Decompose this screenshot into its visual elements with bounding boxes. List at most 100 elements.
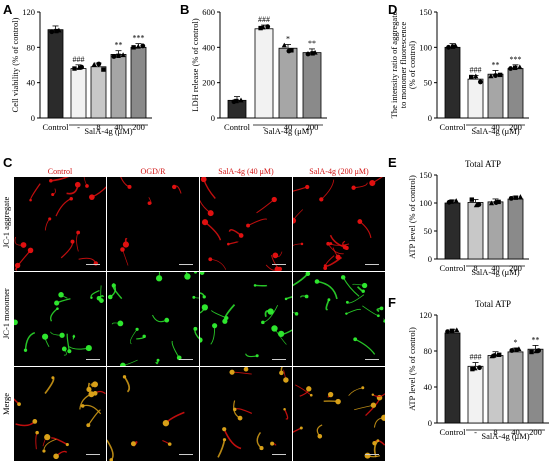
bar-3	[110, 54, 127, 119]
bar-3	[507, 68, 524, 119]
cell-body	[314, 279, 320, 284]
cell-process	[348, 387, 363, 396]
bar-1	[467, 78, 484, 119]
cell-body	[271, 196, 277, 203]
scale-bar	[86, 263, 100, 265]
cell-process	[200, 199, 211, 214]
scale-bar	[365, 263, 379, 265]
fluorescence-image	[14, 376, 106, 460]
cell-body	[294, 312, 299, 316]
cell-process	[129, 329, 138, 345]
cell-body	[48, 217, 52, 221]
cell-body	[267, 308, 274, 315]
data-point	[72, 66, 77, 71]
y-tick-label: 0	[211, 113, 215, 123]
x-tick-label: 8	[96, 122, 100, 132]
x-tick-label: 200	[132, 122, 145, 132]
cell-body	[283, 377, 289, 383]
cell-body	[17, 402, 21, 406]
data-point	[234, 98, 239, 104]
data-point	[508, 195, 514, 201]
data-point	[445, 329, 450, 334]
data-point	[56, 27, 62, 33]
cell-process	[122, 249, 129, 266]
y-tick-label: 100	[419, 198, 432, 208]
cell-process	[210, 325, 216, 345]
cell-process	[44, 218, 51, 231]
scale-bar	[272, 358, 286, 360]
y-axis-label: LDH release (% of control)	[190, 18, 200, 112]
cell-body	[89, 194, 95, 200]
cell-body	[351, 185, 356, 190]
chart-title: Total ATP	[475, 299, 511, 309]
data-point	[470, 366, 475, 372]
cell-body	[74, 181, 81, 188]
y-axis-label: The intensity ratio of aggregate	[389, 11, 399, 118]
cell-process	[14, 249, 31, 271]
cell-body	[212, 323, 218, 329]
cell-body	[261, 320, 265, 325]
cell-process	[293, 273, 309, 287]
cell-process	[372, 393, 385, 397]
cell-process	[165, 411, 185, 424]
cell-process	[256, 432, 262, 449]
data-point	[517, 64, 523, 70]
x-tick-label: Control	[43, 122, 70, 132]
data-point	[453, 198, 459, 203]
group-label: SalA-4g (μM)	[471, 126, 519, 136]
cell-body	[76, 230, 81, 235]
panel-letter-d: D	[388, 2, 398, 17]
cell-body	[85, 184, 89, 188]
micrograph-tile-r0-c2	[200, 177, 292, 271]
cell-body	[109, 458, 114, 461]
scale-bar	[179, 453, 193, 455]
cell-body	[222, 318, 228, 324]
column-header-ogdr: OGD/R	[140, 167, 166, 176]
cell-process	[15, 420, 36, 427]
cell-body	[42, 333, 49, 340]
y-axis-label: ATP level (% of control)	[407, 327, 417, 411]
cell-process	[60, 241, 74, 259]
cell-body	[283, 407, 286, 411]
y-tick-label: 150	[419, 170, 432, 180]
cell-process	[283, 408, 289, 420]
cell-body	[207, 210, 214, 217]
data-point	[446, 44, 451, 50]
x-tick-label: 40	[491, 122, 500, 132]
cell-body	[361, 386, 365, 390]
data-point	[131, 45, 136, 50]
cell-process	[24, 331, 36, 351]
cell-body	[369, 179, 376, 187]
x-tick-label: 8	[493, 427, 497, 437]
significance-label: *	[286, 35, 290, 44]
cell-process	[50, 308, 58, 322]
data-point	[450, 44, 456, 49]
y-tick-label: 120	[22, 7, 35, 17]
y-tick-label: 50	[424, 226, 433, 236]
cell-body	[272, 252, 279, 259]
cell-body	[23, 348, 28, 352]
fluorescence-image	[293, 272, 385, 355]
data-point	[492, 353, 497, 358]
cell-body	[371, 393, 375, 396]
cell-body	[255, 354, 259, 358]
cell-process	[107, 439, 114, 461]
micrograph-tile-r0-c1	[107, 177, 199, 271]
cell-body	[20, 242, 27, 248]
cell-body	[56, 307, 59, 310]
group-label: SalA-4g (μM)	[264, 126, 312, 136]
x-tick-label: -	[474, 122, 477, 132]
cell-process	[256, 199, 275, 214]
data-point	[305, 51, 311, 57]
y-tick-label: 80	[27, 42, 36, 52]
group-label: SalA-4g (μM)	[471, 267, 519, 277]
cell-body	[379, 306, 384, 311]
cell-body	[284, 297, 288, 301]
cell-process	[55, 198, 72, 217]
cell-body	[271, 325, 278, 332]
micrograph-tile-r2-c2	[200, 367, 292, 461]
group-label: SalA-4g (μM)	[84, 126, 132, 136]
bar-2	[487, 73, 504, 119]
